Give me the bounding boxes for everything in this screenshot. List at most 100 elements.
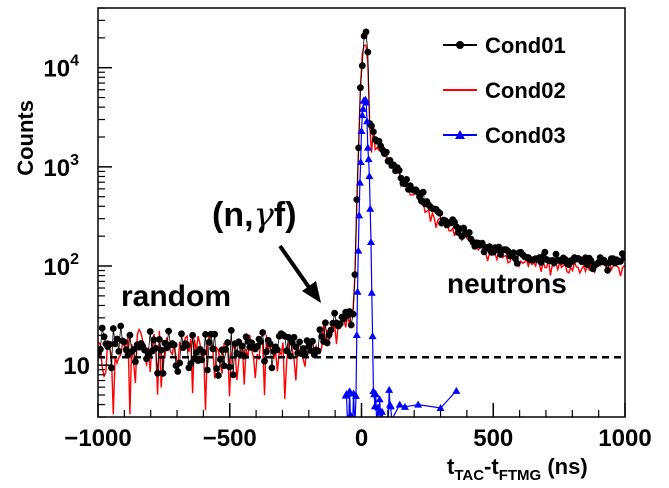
x-tick-label: −1000 — [64, 425, 131, 452]
annotation-neutrons: neutrons — [447, 268, 567, 299]
cond01-point — [224, 339, 232, 346]
cond01-point — [403, 176, 410, 183]
cond01-point — [109, 325, 117, 332]
cond03-point — [371, 389, 380, 397]
cond01-point — [178, 330, 185, 338]
cond01-point — [537, 258, 545, 266]
cond01-point — [165, 327, 173, 335]
cond01-point — [108, 364, 115, 372]
cond01-point — [226, 363, 233, 371]
y-tick-label: 10 — [63, 353, 90, 380]
y-tick-label: 103 — [43, 152, 79, 182]
cond01-point — [620, 254, 625, 261]
cond01-point — [98, 345, 104, 353]
cond01-point — [146, 328, 154, 335]
cond01-point — [259, 329, 267, 336]
x-tick-label: 0 — [355, 425, 368, 452]
cond01-point — [486, 243, 493, 251]
cond03-point — [355, 178, 364, 186]
legend-label-cond01: Cond01 — [485, 33, 566, 58]
x-tick-label: −500 — [203, 425, 257, 452]
x-tick-label: 1000 — [598, 425, 651, 452]
cond03-point — [436, 403, 445, 411]
cond01-point — [159, 370, 167, 377]
cond01-point — [331, 309, 338, 317]
cond01-point — [604, 266, 611, 274]
cond01-point — [202, 331, 209, 338]
cond03-point — [366, 237, 375, 245]
cond01-point — [465, 229, 473, 236]
cond01-point — [215, 372, 222, 379]
cond03-point — [452, 386, 461, 394]
legend-label-cond03: Cond03 — [485, 123, 566, 148]
cond03-point — [351, 391, 360, 399]
cond03-point — [357, 127, 366, 135]
cond01-point — [347, 321, 355, 329]
legend-item-cond03: Cond03 — [443, 123, 566, 148]
cond01-point — [283, 347, 291, 355]
cond01-point — [397, 174, 405, 182]
cond01-point — [268, 364, 276, 372]
cond01-point — [200, 348, 208, 356]
series-line-cond03 — [345, 98, 457, 417]
cond01-point — [513, 260, 521, 267]
y-tick-label: 102 — [43, 251, 79, 281]
cond01-point — [170, 341, 178, 349]
cond01-point — [290, 333, 298, 341]
cond01-point — [122, 346, 130, 354]
cond01-point — [253, 342, 261, 350]
cond01-point — [587, 257, 595, 264]
legend-item-cond01: Cond01 — [443, 33, 566, 58]
cond03-point — [346, 410, 355, 417]
cond03-point — [366, 204, 375, 212]
cond01-point — [176, 359, 184, 367]
cond01-point — [261, 357, 268, 365]
cond01-point — [106, 340, 113, 348]
cond03-point — [362, 98, 371, 106]
y-tick-label: 104 — [43, 53, 79, 83]
annotation-random: random — [121, 280, 231, 313]
x-tick-label: 500 — [473, 425, 513, 452]
cond01-point — [382, 148, 390, 156]
cond03-point — [363, 143, 372, 151]
cond01-point — [419, 188, 427, 196]
cond01-point — [552, 250, 560, 258]
cond01-point — [150, 336, 158, 344]
cond03-point — [386, 402, 395, 410]
cond01-point — [187, 360, 195, 367]
cond01-point — [154, 369, 162, 377]
cond03-point — [345, 387, 354, 395]
cond01-point — [157, 346, 165, 354]
y-axis-label: Counts — [13, 100, 38, 176]
cond01-point — [292, 343, 300, 351]
cond01-point — [174, 368, 182, 375]
cond01-point — [263, 348, 270, 355]
cond01-point — [364, 48, 372, 56]
cond03-point — [378, 407, 387, 415]
cond01-point — [205, 338, 213, 346]
cond03-point — [364, 155, 373, 163]
cond03-point — [374, 403, 383, 411]
cond03-point — [358, 111, 367, 119]
cond03-point — [352, 330, 361, 338]
cond01-point — [358, 62, 366, 70]
cond01-point — [126, 331, 134, 339]
cond03-point — [375, 395, 384, 403]
cond01-point — [113, 335, 121, 343]
annotation-n-gamma-f: (n,γf) — [212, 195, 297, 235]
cond01-point — [100, 333, 108, 341]
cond01-point — [156, 336, 163, 343]
cond01-point — [349, 310, 357, 318]
cond01-point — [395, 167, 403, 174]
cond01-point — [183, 341, 191, 349]
cond03-point — [355, 211, 364, 219]
cond01-point — [132, 358, 139, 366]
cond01-point — [115, 348, 123, 355]
cond01-point — [370, 128, 377, 136]
cond01-point — [98, 324, 106, 332]
cond01-point — [285, 333, 292, 341]
legend: Cond01 Cond02 Cond03 — [443, 33, 566, 148]
cond01-point — [353, 196, 361, 204]
cond01-point — [362, 28, 370, 36]
